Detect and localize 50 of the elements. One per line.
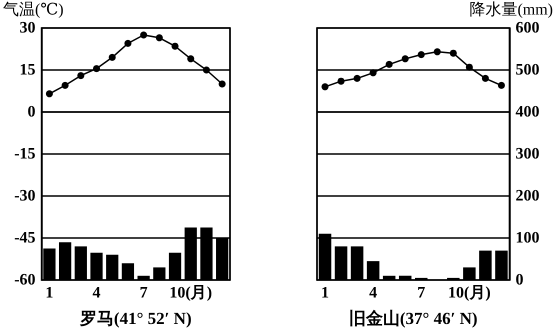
point (466, 64, 473, 71)
point (218, 80, 226, 88)
point (354, 74, 361, 82)
y-tick-label: -15 (14, 146, 36, 162)
y-tick-label: 0 (28, 104, 36, 120)
x-tick-label: 4 (92, 284, 101, 302)
x-tick-label: 10(月) (448, 284, 491, 302)
x-axis-title: 罗马(41° 52′ N) (78, 309, 192, 328)
point (140, 32, 148, 38)
point (187, 55, 194, 62)
point (172, 42, 179, 50)
point (370, 69, 377, 76)
y2-axis-title: 降水量(mm) (469, 0, 553, 18)
point (124, 40, 132, 47)
point (498, 82, 505, 89)
point (202, 66, 210, 74)
x-tick-label: 7 (140, 284, 148, 302)
y-tick-label: -30 (14, 188, 36, 204)
y-tick-label: -45 (14, 230, 36, 246)
x-tick-label: 4 (369, 284, 378, 302)
y-tick-label: 30 (20, 20, 36, 36)
y2-tick-label: 600 (515, 20, 540, 36)
point (386, 60, 393, 68)
point (77, 72, 84, 80)
y2-tick-label: 300 (515, 146, 540, 162)
y2-tick-label: 500 (515, 62, 540, 78)
x-tick-label: 1 (45, 284, 54, 302)
point (434, 48, 441, 56)
point (108, 54, 116, 61)
y-tick-label: 15 (20, 62, 36, 78)
point (338, 78, 345, 85)
y2-tick-label: 200 (515, 188, 540, 204)
y-axis-title: 气温(℃) (2, 2, 64, 18)
point (156, 34, 163, 42)
point (482, 74, 489, 82)
point (402, 55, 409, 62)
point (418, 51, 425, 58)
y2-tick-label: 0 (515, 272, 524, 288)
point (62, 82, 69, 89)
y-tick-label: -60 (14, 272, 36, 288)
y2-tick-label: 400 (515, 104, 540, 120)
x-tick-label: 10(月) (169, 284, 212, 302)
x-tick-label: 1 (321, 284, 330, 302)
point (46, 90, 53, 98)
x-tick-label: 7 (417, 284, 426, 302)
x-axis-title: 旧金山(37° 46′ N) (348, 309, 478, 328)
point (93, 65, 100, 72)
point (322, 83, 329, 90)
y2-tick-label: 100 (515, 230, 540, 246)
point (450, 50, 457, 57)
